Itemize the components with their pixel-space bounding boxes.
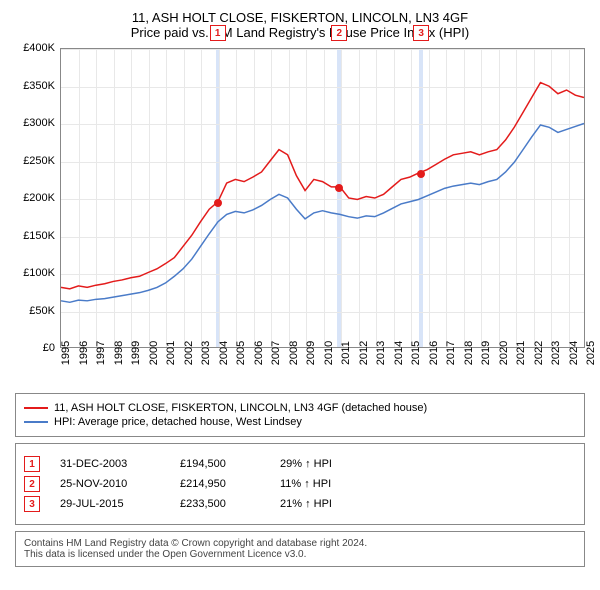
series-line <box>61 83 584 289</box>
x-axis-label: 2018 <box>463 341 475 365</box>
y-axis-label: £0 <box>43 342 55 354</box>
sale-vs-hpi: 11% ↑ HPI <box>280 478 380 490</box>
sale-row: 2 25-NOV-2010 £214,950 11% ↑ HPI <box>24 476 576 492</box>
x-axis-label: 2007 <box>270 341 282 365</box>
sale-date: 25-NOV-2010 <box>60 478 160 490</box>
y-axis-label: £50K <box>29 305 55 317</box>
x-axis-label: 1995 <box>60 341 72 365</box>
y-axis-label: £350K <box>23 80 55 92</box>
sale-date: 29-JUL-2015 <box>60 498 160 510</box>
sale-marker: 2 <box>24 476 40 492</box>
x-axis-label: 1997 <box>95 341 107 365</box>
x-axis-label: 2011 <box>340 341 352 365</box>
sale-vs-hpi: 21% ↑ HPI <box>280 498 380 510</box>
y-axis-label: £200K <box>23 192 55 204</box>
x-axis-label: 2020 <box>498 341 510 365</box>
x-axis-label: 1998 <box>113 341 125 365</box>
y-axis-label: £250K <box>23 155 55 167</box>
chart-title-main: 11, ASH HOLT CLOSE, FISKERTON, LINCOLN, … <box>15 10 585 25</box>
x-axis-label: 2023 <box>550 341 562 365</box>
footer: Contains HM Land Registry data © Crown c… <box>15 531 585 567</box>
x-axis-label: 2025 <box>585 341 597 365</box>
sale-point <box>335 184 343 192</box>
x-axis-label: 2006 <box>253 341 265 365</box>
chart-title-sub: Price paid vs. HM Land Registry's House … <box>15 25 585 40</box>
legend-label: HPI: Average price, detached house, West… <box>54 416 302 428</box>
sale-point <box>417 170 425 178</box>
x-axis-label: 2003 <box>200 341 212 365</box>
legend-item: 11, ASH HOLT CLOSE, FISKERTON, LINCOLN, … <box>24 402 576 414</box>
legend-swatch <box>24 407 48 409</box>
x-axis-label: 2001 <box>165 341 177 365</box>
x-axis-label: 2013 <box>375 341 387 365</box>
x-axis-label: 2021 <box>515 341 527 365</box>
x-axis-label: 2024 <box>568 341 580 365</box>
y-axis-label: £150K <box>23 230 55 242</box>
series-line <box>61 124 584 303</box>
legend-label: 11, ASH HOLT CLOSE, FISKERTON, LINCOLN, … <box>54 402 427 414</box>
x-axis-label: 2014 <box>393 341 405 365</box>
x-axis-label: 2009 <box>305 341 317 365</box>
sales-table: 1 31-DEC-2003 £194,500 29% ↑ HPI 2 25-NOV-201… <box>15 443 585 525</box>
footer-line-2: This data is licensed under the Open Gov… <box>24 549 576 560</box>
sale-row: 1 31-DEC-2003 £194,500 29% ↑ HPI <box>24 456 576 472</box>
x-axis-label: 2010 <box>323 341 335 365</box>
x-axis-label: 2005 <box>235 341 247 365</box>
y-axis-label: £300K <box>23 117 55 129</box>
sale-marker: 1 <box>24 456 40 472</box>
legend-swatch <box>24 421 48 423</box>
y-axis: £0£50K£100K£150K£200K£250K£300K£350K£400… <box>15 48 60 348</box>
x-axis-label: 2008 <box>288 341 300 365</box>
x-axis-label: 2000 <box>148 341 160 365</box>
x-axis-label: 2004 <box>218 341 230 365</box>
x-axis-label: 2015 <box>410 341 422 365</box>
x-axis: 1995199619971998199920002001200220032004… <box>60 353 585 383</box>
x-axis-label: 2019 <box>480 341 492 365</box>
y-axis-label: £400K <box>23 42 55 54</box>
y-axis-label: £100K <box>23 267 55 279</box>
plot-area: 123 <box>60 48 585 348</box>
sale-row: 3 29-JUL-2015 £233,500 21% ↑ HPI <box>24 496 576 512</box>
sale-date: 31-DEC-2003 <box>60 458 160 470</box>
callout-marker: 3 <box>413 25 429 41</box>
sale-price: £233,500 <box>180 498 260 510</box>
x-axis-label: 2012 <box>358 341 370 365</box>
callout-marker: 1 <box>210 25 226 41</box>
callout-marker: 2 <box>331 25 347 41</box>
x-axis-label: 2016 <box>428 341 440 365</box>
x-axis-label: 1996 <box>78 341 90 365</box>
x-axis-label: 2002 <box>183 341 195 365</box>
sale-price: £214,950 <box>180 478 260 490</box>
sale-price: £194,500 <box>180 458 260 470</box>
chart-area: £0£50K£100K£150K£200K£250K£300K£350K£400… <box>15 48 585 388</box>
x-axis-label: 1999 <box>130 341 142 365</box>
x-axis-label: 2017 <box>445 341 457 365</box>
sale-point <box>214 199 222 207</box>
sale-marker: 3 <box>24 496 40 512</box>
sale-vs-hpi: 29% ↑ HPI <box>280 458 380 470</box>
legend-item: HPI: Average price, detached house, West… <box>24 416 576 428</box>
legend: 11, ASH HOLT CLOSE, FISKERTON, LINCOLN, … <box>15 393 585 437</box>
x-axis-label: 2022 <box>533 341 545 365</box>
footer-line-1: Contains HM Land Registry data © Crown c… <box>24 538 576 549</box>
